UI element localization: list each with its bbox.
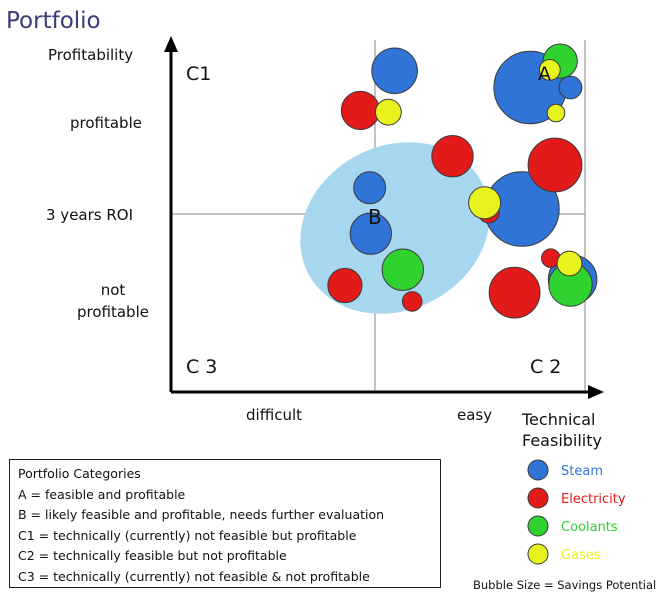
- bubble-electricity: [340, 90, 380, 131]
- bubble-steam: [371, 47, 418, 95]
- legend-label-coolants: Coolants: [561, 520, 618, 535]
- category-line: C3 = technically (currently) not feasibl…: [18, 568, 370, 584]
- bubble-gases: [375, 98, 402, 126]
- bubble-electricity: [401, 291, 423, 312]
- quadrant-label-c3: C 3: [186, 356, 217, 378]
- bubble-electricity: [488, 266, 541, 319]
- y-tick-label: 3 years ROI: [46, 206, 133, 224]
- quadrant-label-c2: C 2: [530, 356, 561, 378]
- bubble-coolants: [381, 248, 424, 291]
- legend-label-steam: Steam: [561, 464, 603, 479]
- legend-marker-steam: [527, 459, 549, 481]
- legend-marker-gases: [527, 543, 549, 565]
- chart-title: Portfolio: [6, 8, 101, 34]
- category-line: A = feasible and profitable: [18, 486, 186, 502]
- plot-area: [164, 36, 604, 399]
- bubble-gases: [538, 59, 561, 81]
- cluster-b-highlight: [300, 142, 490, 314]
- bubble-electricity: [431, 135, 474, 178]
- bubble-gases: [468, 186, 502, 220]
- bubble-size-note: Bubble Size = Savings Potential: [473, 578, 656, 592]
- portfolio-categories-box: Portfolio Categories A = feasible and pr…: [9, 459, 441, 588]
- category-line: C2 = technically feasible but not profit…: [18, 548, 287, 563]
- bubble-gases: [556, 250, 583, 277]
- legend: Steam Electricity Coolants Gases: [527, 459, 626, 565]
- legend-label-gases: Gases: [561, 548, 601, 563]
- y-axis-label: Profitability: [48, 46, 133, 64]
- bubble-steam: [353, 171, 387, 205]
- bubble-steam: [349, 212, 392, 255]
- y-tick-label: profitable: [70, 114, 142, 132]
- x-axis-arrow: [588, 385, 604, 399]
- category-line: B = likely feasible and profitable, need…: [18, 507, 385, 522]
- quadrant-label-a: A: [538, 63, 551, 85]
- bubble-electricity: [327, 267, 363, 304]
- bubble-steam: [558, 75, 583, 100]
- category-line: C1 = technically (currently) not feasibl…: [18, 527, 357, 543]
- legend-marker-coolants: [527, 515, 549, 537]
- x-tick-label: difficult: [246, 406, 302, 424]
- quadrant-label-c1: C1: [186, 63, 211, 85]
- legend-marker-electricity: [527, 487, 549, 509]
- cluster-label-b: B: [368, 205, 382, 229]
- y-tick-label: not profitable: [77, 281, 149, 321]
- bubble-electricity: [527, 137, 583, 193]
- x-tick-label: easy: [457, 406, 492, 424]
- categories-heading: Portfolio Categories: [18, 466, 141, 481]
- bubble-layer: [327, 43, 598, 319]
- bubble-gases: [546, 103, 566, 123]
- x-axis-label: Technical Feasibility: [521, 410, 602, 450]
- legend-label-electricity: Electricity: [561, 492, 626, 507]
- y-axis-arrow: [164, 36, 178, 52]
